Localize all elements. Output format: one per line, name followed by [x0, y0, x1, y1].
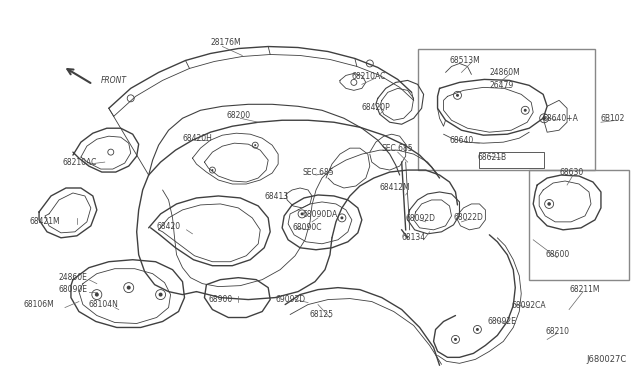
Text: FRONT: FRONT	[101, 76, 127, 85]
Circle shape	[127, 286, 131, 290]
Circle shape	[547, 202, 551, 206]
Text: 68413: 68413	[264, 192, 288, 202]
Circle shape	[454, 338, 457, 341]
Text: 28176M: 28176M	[210, 38, 241, 47]
Text: 68090C: 68090C	[292, 223, 322, 232]
Text: 68210AC: 68210AC	[63, 158, 97, 167]
Text: 24860E: 24860E	[59, 273, 88, 282]
Circle shape	[211, 169, 213, 171]
Text: 68092D: 68092D	[406, 214, 436, 223]
Text: 68200: 68200	[227, 111, 250, 120]
Text: J680027C: J680027C	[587, 355, 627, 364]
Text: 68420: 68420	[157, 222, 180, 231]
Text: 68210: 68210	[545, 327, 569, 336]
Text: 68104N: 68104N	[89, 300, 119, 309]
Circle shape	[301, 212, 303, 215]
Text: 68211M: 68211M	[569, 285, 600, 294]
Text: 68421M: 68421M	[29, 217, 60, 227]
Text: 68090E: 68090E	[59, 285, 88, 294]
Text: 68210AC: 68210AC	[352, 72, 387, 81]
Text: 68640+A: 68640+A	[542, 114, 578, 123]
Text: 68134: 68134	[402, 233, 426, 242]
Text: 26479: 26479	[490, 81, 514, 90]
Circle shape	[159, 293, 163, 296]
Text: 68106M: 68106M	[23, 300, 54, 309]
Circle shape	[340, 217, 344, 219]
Text: SEC.685: SEC.685	[302, 167, 333, 177]
Circle shape	[476, 328, 479, 331]
Text: 68090DA: 68090DA	[302, 211, 337, 219]
Text: 68092CA: 68092CA	[511, 301, 546, 310]
Text: 68621B: 68621B	[477, 153, 506, 161]
Circle shape	[542, 116, 546, 120]
Text: 24860M: 24860M	[490, 68, 520, 77]
Text: 68513M: 68513M	[449, 56, 480, 65]
Text: 68022D: 68022D	[454, 214, 483, 222]
Text: 68640: 68640	[449, 136, 474, 145]
Text: SEC.685: SEC.685	[382, 144, 413, 153]
Circle shape	[95, 293, 99, 296]
Circle shape	[456, 94, 459, 97]
Text: 68420H: 68420H	[182, 134, 212, 143]
Text: 68630: 68630	[559, 167, 583, 177]
Circle shape	[254, 144, 256, 146]
Text: 69092D: 69092D	[275, 295, 305, 304]
Text: 6B102: 6B102	[601, 114, 625, 123]
Circle shape	[524, 109, 527, 112]
Text: 68092E: 68092E	[488, 317, 516, 326]
Text: 68420P: 68420P	[362, 103, 390, 112]
Bar	[479, 152, 544, 168]
Text: 68900: 68900	[208, 295, 232, 304]
Text: 68125: 68125	[310, 310, 334, 319]
Text: 68412M: 68412M	[380, 183, 410, 192]
Text: 68600: 68600	[545, 250, 570, 259]
Bar	[529, 170, 629, 280]
Bar	[418, 48, 595, 170]
